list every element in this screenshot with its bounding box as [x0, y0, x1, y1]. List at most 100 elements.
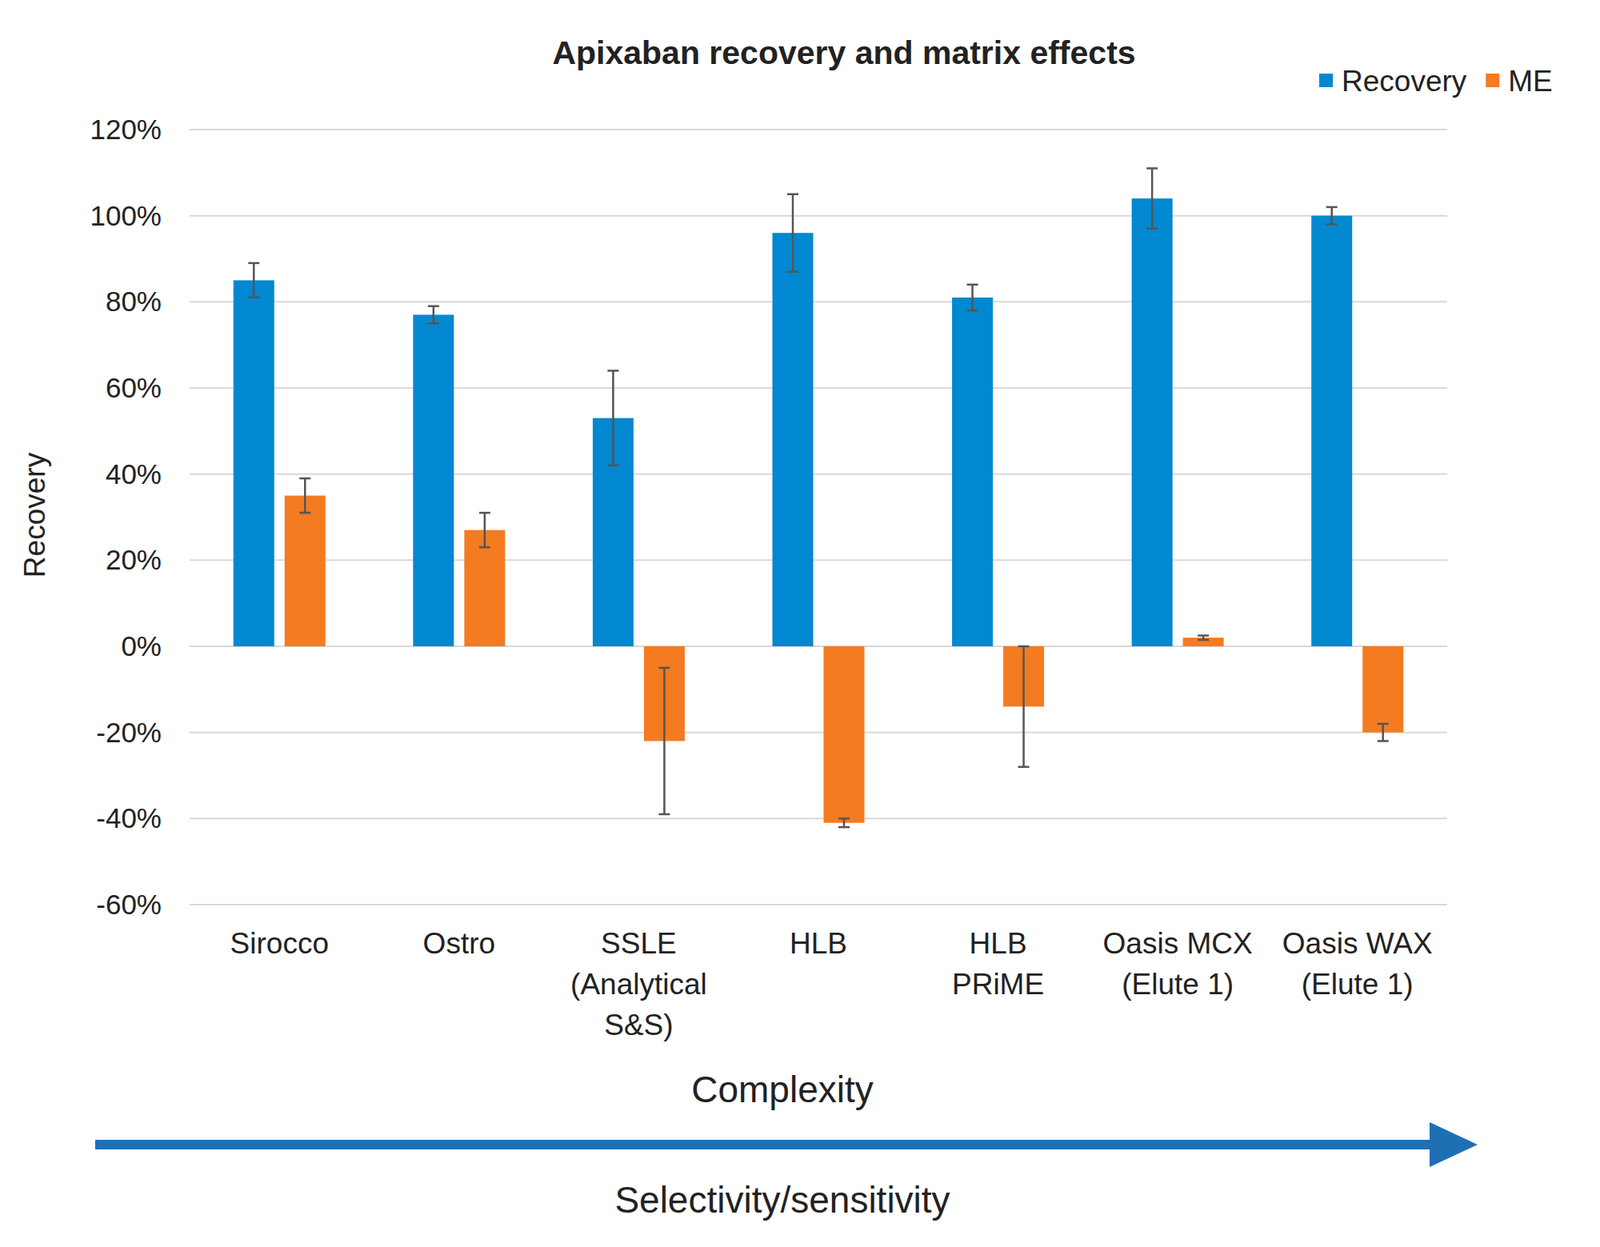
x-tick-label-line: HLB [789, 927, 848, 960]
error-bar [658, 668, 670, 815]
bar [412, 314, 454, 647]
grid-line [189, 904, 1448, 906]
error-bar [1326, 207, 1338, 225]
bar [1132, 198, 1173, 647]
error-bar [299, 478, 311, 513]
x-tick-label-line: Ostro [423, 927, 496, 960]
error-stem [1381, 724, 1384, 742]
error-bar [479, 512, 491, 548]
error-cap [428, 322, 440, 325]
bar [772, 232, 814, 647]
error-cap [607, 369, 619, 372]
error-cap [1326, 223, 1338, 226]
error-stem [792, 194, 795, 272]
legend-label: ME [1508, 64, 1553, 98]
bar [1311, 216, 1352, 647]
error-bar [607, 370, 619, 465]
bar [464, 530, 505, 647]
x-tick-label: Ostro [423, 927, 496, 960]
error-cap [1146, 228, 1158, 231]
bar [1362, 646, 1404, 733]
error-bar [1018, 646, 1030, 768]
error-stem [304, 478, 307, 513]
legend-swatch [1485, 73, 1500, 88]
error-cap [248, 262, 260, 265]
error-stem [252, 263, 256, 298]
grid-line [189, 732, 1448, 734]
x-tick-label-line: HLB [969, 927, 1028, 960]
grid-line [189, 300, 1448, 303]
error-stem [612, 370, 615, 465]
error-cap [967, 309, 979, 312]
y-axis-label: Recovery [18, 452, 52, 578]
legend-swatch [1319, 73, 1333, 88]
y-tick-label: 40% [105, 458, 162, 490]
y-tick-label: 120% [89, 113, 162, 145]
error-stem [971, 284, 974, 311]
grid-line [189, 473, 1448, 476]
error-cap [1326, 206, 1338, 209]
legend-label: Recovery [1341, 64, 1468, 98]
arrow-shaft [95, 1140, 1432, 1150]
grid-line [189, 215, 1448, 217]
error-bar [428, 306, 440, 324]
chart: Apixaban recovery and matrix effects -60%… [0, 0, 1600, 1247]
error-cap [479, 546, 491, 549]
bar [824, 646, 865, 824]
error-cap [1377, 740, 1389, 743]
x-tick-label-line: Oasis MCX [1103, 927, 1253, 960]
bar [233, 280, 275, 647]
error-cap [248, 296, 260, 300]
bar [1183, 637, 1224, 647]
x-tick-label: SSLE(AnalyticalS&S) [570, 927, 708, 1042]
arrow-head [1429, 1122, 1478, 1168]
error-bar [1377, 724, 1389, 742]
x-tick-label: Sirocco [230, 927, 329, 960]
error-cap [658, 667, 670, 670]
error-stem [484, 512, 487, 548]
x-tick-label-line: Sirocco [230, 927, 329, 960]
y-tick-label: -60% [96, 888, 162, 920]
error-cap [658, 813, 670, 816]
annotation: Selectivity/sensitivity [614, 1179, 950, 1221]
y-tick-label: 80% [105, 285, 162, 317]
bar [284, 496, 326, 647]
error-cap [299, 512, 311, 515]
error-cap [1377, 723, 1389, 726]
y-tick-label: -20% [96, 716, 162, 748]
grid-line [189, 128, 1448, 131]
error-cap [1197, 639, 1209, 642]
y-tick-label: 100% [89, 200, 162, 232]
x-tick-label-line: (Elute 1) [1121, 968, 1234, 1001]
x-tick-label: Oasis MCX (Elute 1) [1103, 927, 1253, 1001]
error-cap [428, 304, 440, 308]
error-bar [1146, 168, 1158, 228]
error-bar [1197, 636, 1209, 640]
x-tick-label-line: Oasis WAX [1282, 927, 1433, 960]
error-cap [838, 826, 850, 829]
grid-line [189, 559, 1448, 561]
x-axis-label: Complexity [691, 1068, 874, 1111]
error-cap [1018, 765, 1030, 768]
y-tick-label: 60% [105, 372, 162, 404]
legend-item: Recovery [1319, 64, 1468, 98]
error-cap [1146, 167, 1158, 170]
x-tick-label: HLB [789, 927, 848, 960]
error-cap [838, 817, 850, 820]
error-cap [967, 284, 979, 287]
grid-line [189, 817, 1448, 820]
error-cap [787, 270, 799, 273]
x-tick-label: HLB PRiME [952, 927, 1044, 1001]
title: Apixaban recovery and matrix effects [552, 34, 1136, 72]
error-bar [967, 284, 979, 311]
y-tick-label: -40% [96, 802, 162, 834]
x-tick-label-line: SSLE [600, 927, 677, 960]
y-tick-label: 0% [120, 630, 162, 662]
error-cap [299, 477, 311, 480]
error-bar [248, 263, 260, 298]
x-tick-label-line: S&S) [604, 1008, 673, 1042]
error-bar [838, 818, 850, 828]
error-cap [787, 193, 799, 196]
grid-line [189, 645, 1448, 648]
x-tick-label-line: PRiME [952, 968, 1044, 1001]
